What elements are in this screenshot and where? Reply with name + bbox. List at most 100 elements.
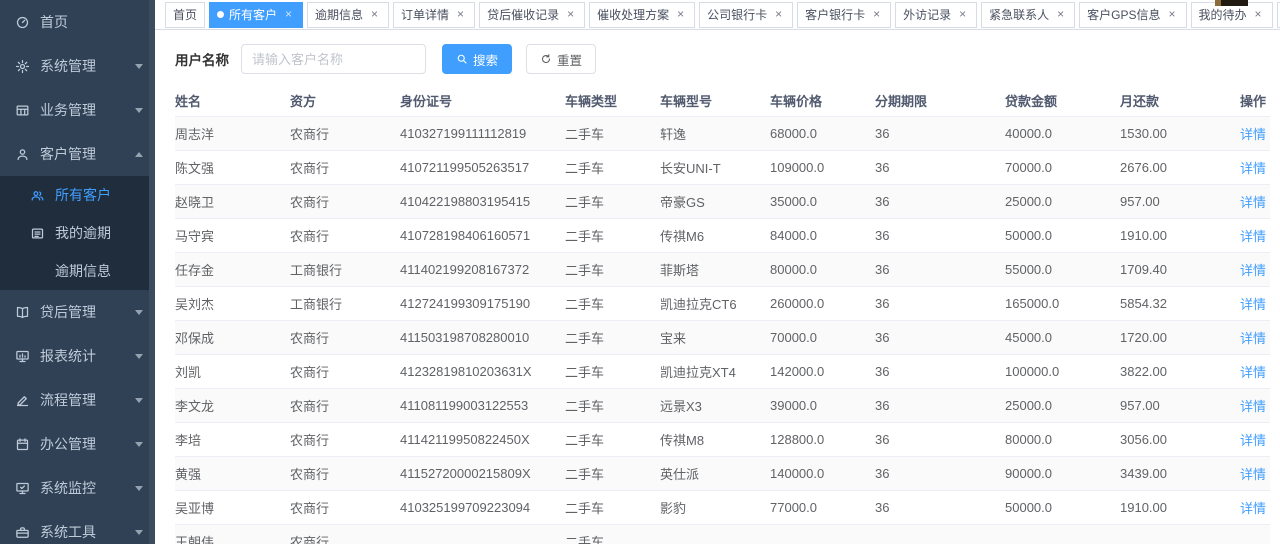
search-button[interactable]: 搜索 [442, 44, 513, 74]
detail-link[interactable]: 详情 [1240, 262, 1267, 278]
sidebar-scrollbar[interactable] [149, 0, 155, 544]
cell-term: 36 [875, 252, 1005, 287]
close-icon[interactable] [454, 8, 467, 21]
cell-id-number: 410325199709223094 [400, 490, 565, 525]
table-row: 李文龙 农商行 411081199003122553 二手车 远景X3 3900… [175, 388, 1270, 423]
cell-name: 赵晓卫 [175, 184, 290, 219]
sidebar-item[interactable]: 报表统计 [0, 334, 155, 378]
cell-loan-amount: 25000.0 [1005, 388, 1120, 423]
chevron-icon [135, 151, 143, 157]
tab[interactable]: 逾期信息 [307, 1, 390, 28]
cell-id-number: 412724199309175190 [400, 286, 565, 321]
tab-label: 逾期信息 [315, 8, 364, 22]
close-icon[interactable] [1166, 8, 1179, 21]
detail-link[interactable]: 详情 [1240, 364, 1267, 380]
tab-label: 外访记录 [903, 8, 952, 22]
menu-icon [30, 264, 45, 279]
cell-vehicle-price: 260000.0 [770, 286, 875, 321]
detail-link[interactable]: 详情 [1240, 228, 1267, 244]
detail-link[interactable]: 详情 [1240, 432, 1267, 448]
table-row: 周志洋 农商行 410327199111112819 二手车 轩逸 68000.… [175, 116, 1270, 151]
detail-link[interactable]: 详情 [1240, 296, 1267, 312]
table-row: 王朝伟 农商行 二手车 [175, 524, 1270, 544]
cell-vehicle-price: 142000.0 [770, 354, 875, 389]
cell-term: 36 [875, 286, 1005, 321]
column-header: 身份证号 [400, 86, 565, 117]
close-icon[interactable] [1054, 8, 1067, 21]
sidebar-item[interactable]: 我的逾期 [0, 214, 155, 252]
main-area: 首页 所有客户 逾期信息 订单详情 贷后催收记录 催收处理方案 [155, 0, 1280, 544]
detail-link[interactable]: 详情 [1240, 398, 1267, 414]
cell-vehicle-type: 二手车 [565, 184, 660, 219]
cell-monthly-payment: 3439.00 [1120, 456, 1240, 491]
close-icon[interactable] [1252, 8, 1265, 21]
tab[interactable]: 催收处理方案 [589, 1, 696, 28]
tab[interactable]: 紧急联系人 [981, 1, 1076, 28]
sidebar-item[interactable]: 客户管理 [0, 132, 155, 176]
sidebar-item[interactable]: 所有客户 [0, 176, 155, 214]
close-icon[interactable] [772, 8, 785, 21]
cell-bank: 农商行 [290, 320, 400, 355]
active-dot-icon [217, 11, 225, 18]
close-icon[interactable] [674, 8, 687, 21]
tab[interactable]: 我的流程 [1276, 1, 1280, 28]
cell-vehicle-price: 70000.0 [770, 320, 875, 355]
sidebar-item[interactable]: 系统管理 [0, 44, 155, 88]
tab[interactable]: 订单详情 [393, 1, 476, 28]
close-icon[interactable] [282, 8, 295, 21]
detail-link[interactable]: 详情 [1240, 126, 1267, 142]
sidebar-item-label: 流程管理 [40, 392, 96, 408]
cell-loan-amount [1005, 524, 1120, 544]
sidebar-item[interactable]: 流程管理 [0, 378, 155, 422]
close-icon[interactable] [564, 8, 577, 21]
cell-vehicle-model: 远景X3 [660, 388, 770, 423]
sidebar-item[interactable]: 系统工具 [0, 510, 155, 544]
detail-link[interactable]: 详情 [1240, 466, 1267, 482]
detail-link[interactable]: 详情 [1240, 160, 1267, 176]
cell-loan-amount: 55000.0 [1005, 252, 1120, 287]
tab[interactable]: 外访记录 [895, 1, 978, 28]
chevron-icon [135, 353, 143, 359]
detail-link[interactable]: 详情 [1240, 330, 1267, 346]
avatar[interactable] [1215, 0, 1248, 6]
close-icon[interactable] [368, 8, 381, 21]
sidebar-item-label: 系统监控 [40, 480, 96, 496]
reset-button[interactable]: 重置 [526, 44, 597, 74]
cell-vehicle-model: 菲斯塔 [660, 252, 770, 287]
tab[interactable]: 客户GPS信息 [1079, 1, 1187, 28]
close-icon[interactable] [956, 8, 969, 21]
detail-link[interactable]: 详情 [1240, 500, 1267, 516]
detail-link[interactable]: 详情 [1240, 194, 1267, 210]
tab[interactable]: 我的待办 [1190, 1, 1273, 28]
cell-term: 36 [875, 490, 1005, 525]
cell-term: 36 [875, 184, 1005, 219]
cell-monthly-payment: 2676.00 [1120, 150, 1240, 185]
sidebar-item[interactable]: 首页 [0, 0, 155, 44]
cell-term: 36 [875, 150, 1005, 185]
sidebar-item[interactable]: 贷后管理 [0, 290, 155, 334]
cell-monthly-payment: 1720.00 [1120, 320, 1240, 355]
tab[interactable]: 所有客户 [209, 1, 304, 28]
office-icon [15, 437, 30, 452]
cell-bank: 农商行 [290, 456, 400, 491]
sidebar-item[interactable]: 业务管理 [0, 88, 155, 132]
user-icon [15, 147, 30, 162]
search-input[interactable] [241, 44, 426, 74]
tab[interactable]: 首页 [165, 1, 206, 28]
cell-id-number: 410422198803195415 [400, 184, 565, 219]
cell-vehicle-type: 二手车 [565, 116, 660, 151]
tab[interactable]: 贷后催收记录 [479, 1, 586, 28]
sidebar-item[interactable]: 办公管理 [0, 422, 155, 466]
tab[interactable]: 公司银行卡 [699, 1, 794, 28]
column-header: 车辆价格 [770, 86, 875, 117]
chevron-icon [135, 107, 143, 113]
sidebar-item[interactable]: 系统监控 [0, 466, 155, 510]
tab-label: 贷后催收记录 [487, 8, 560, 22]
tabs-bar: 首页 所有客户 逾期信息 订单详情 贷后催收记录 催收处理方案 [155, 0, 1280, 30]
sidebar-item[interactable]: 逾期信息 [0, 252, 155, 290]
close-icon[interactable] [870, 8, 883, 21]
tab[interactable]: 客户银行卡 [797, 1, 892, 28]
cell-id-number: 41152720000215809X [400, 456, 565, 491]
cell-id-number: 410327199111112819 [400, 116, 565, 151]
cell-vehicle-type: 二手车 [565, 524, 660, 544]
